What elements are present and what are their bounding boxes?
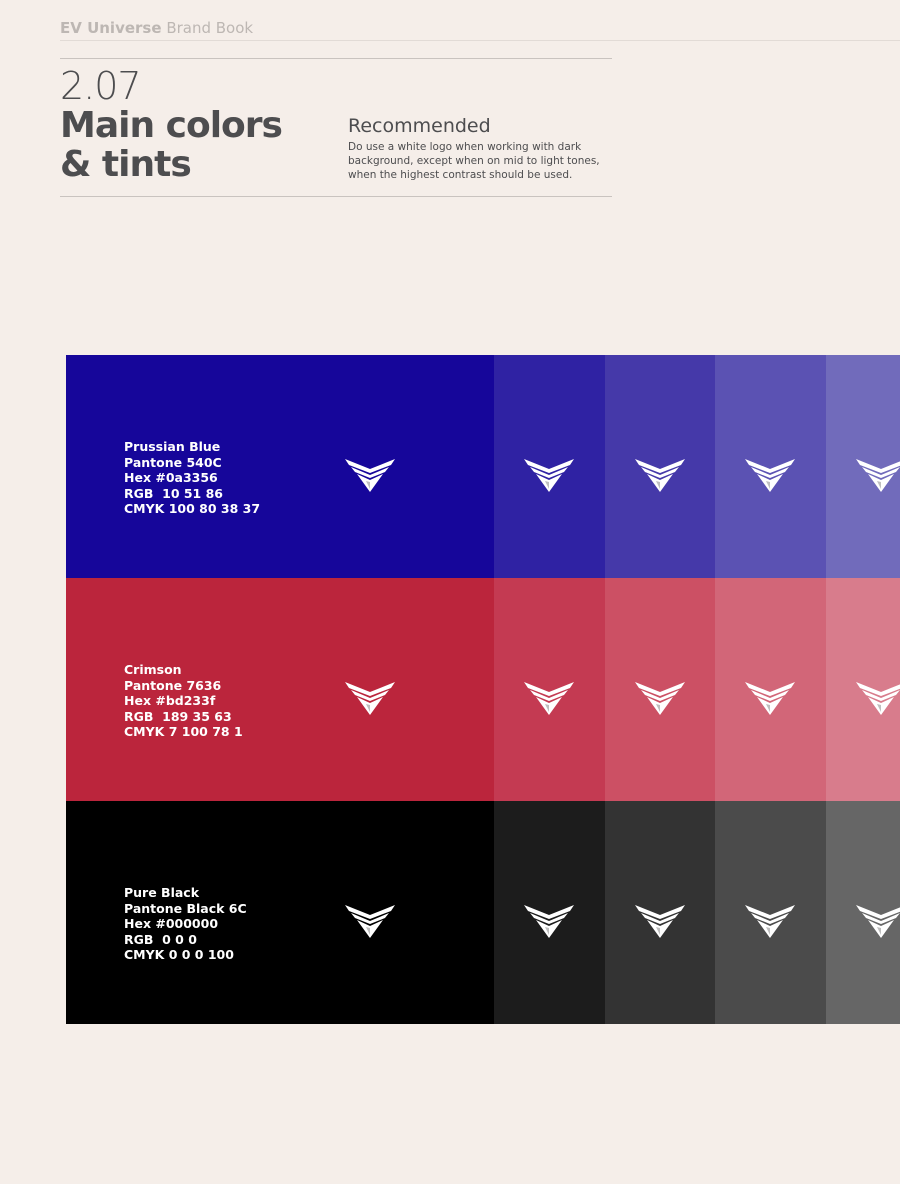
brand-name: EV Universe xyxy=(60,19,162,37)
ev-chevron-logo-icon xyxy=(745,680,795,716)
tint-swatch xyxy=(825,801,900,1024)
tint-swatch xyxy=(715,801,826,1024)
color-row: Pure Black Pantone Black 6C Hex #000000 RGB… xyxy=(66,801,900,1024)
color-name: Prussian Blue xyxy=(124,439,221,454)
color-rgb: RGB 10 51 86 xyxy=(124,485,224,501)
ev-chevron-logo-icon xyxy=(345,903,395,939)
color-pantone: Pantone 7636 xyxy=(124,677,222,693)
color-hex: Hex #bd233f xyxy=(124,693,216,709)
color-name: Pure Black xyxy=(124,885,200,900)
brand-header: EV Universe Brand Book xyxy=(60,19,253,37)
ev-chevron-logo-icon xyxy=(634,680,685,716)
tint-swatch xyxy=(604,355,715,578)
color-hex: Hex #0a3356 xyxy=(124,470,218,486)
color-pantone: Pantone Black 6C xyxy=(124,900,247,916)
color-row: Crimson Pantone 7636 Hex #bd233f RGB 189 35… xyxy=(66,578,900,801)
tint-swatch xyxy=(715,355,826,578)
color-cmyk: CMYK 0 0 0 100 xyxy=(124,947,234,963)
color-cmyk: CMYK 100 80 38 37 xyxy=(124,501,261,517)
ev-chevron-logo-icon xyxy=(855,903,900,939)
ev-chevron-logo-icon xyxy=(524,903,574,939)
tint-swatch xyxy=(604,801,715,1024)
tint-swatch xyxy=(825,355,900,578)
recommendation-heading: Recommended xyxy=(348,115,491,137)
main-swatch: Crimson Pantone 7636 Hex #bd233f RGB 189 35… xyxy=(66,578,494,801)
color-grid: Prussian Blue Pantone 540C Hex #0a3356 RGB … xyxy=(66,355,900,1024)
color-cmyk: CMYK 7 100 78 1 xyxy=(124,724,243,740)
tint-swatch xyxy=(715,578,826,801)
ev-chevron-logo-icon xyxy=(855,680,900,716)
color-pantone: Pantone 540C xyxy=(124,454,222,470)
header-divider xyxy=(60,40,900,41)
tint-swatch xyxy=(494,355,605,578)
ev-chevron-logo-icon xyxy=(855,457,900,493)
title-line-1: Main colors xyxy=(60,105,283,146)
ev-chevron-logo-icon xyxy=(345,680,395,716)
color-rgb: RGB 189 35 63 xyxy=(124,708,232,724)
ev-chevron-logo-icon xyxy=(745,903,795,939)
color-specs: Pure Black Pantone Black 6C Hex #000000 RGB… xyxy=(124,885,247,963)
ev-chevron-logo-icon xyxy=(524,457,574,493)
ev-chevron-logo-icon xyxy=(634,457,685,493)
color-specs: Prussian Blue Pantone 540C Hex #0a3356 RGB … xyxy=(124,439,260,517)
ev-chevron-logo-icon xyxy=(524,680,574,716)
tint-swatch xyxy=(494,801,605,1024)
brand-subtitle: Brand Book xyxy=(166,19,254,37)
section-bottom-rule xyxy=(60,196,612,197)
tint-swatch xyxy=(604,578,715,801)
tint-swatch xyxy=(825,578,900,801)
recommendation-text: Do use a white logo when working with da… xyxy=(348,141,600,181)
ev-chevron-logo-icon xyxy=(745,457,795,493)
color-row: Prussian Blue Pantone 540C Hex #0a3356 RGB … xyxy=(66,355,900,578)
color-specs: Crimson Pantone 7636 Hex #bd233f RGB 189 35… xyxy=(124,662,243,740)
color-hex: Hex #000000 xyxy=(124,916,219,932)
ev-chevron-logo-icon xyxy=(634,903,685,939)
section-number: 2.07 xyxy=(60,64,142,108)
ev-chevron-logo-icon xyxy=(345,457,395,493)
tint-swatch xyxy=(494,578,605,801)
title-line-2: & tints xyxy=(60,144,192,185)
section-title: Main colors & tints xyxy=(60,105,283,185)
color-name: Crimson xyxy=(124,662,182,677)
color-rgb: RGB 0 0 0 xyxy=(124,931,197,947)
main-swatch: Prussian Blue Pantone 540C Hex #0a3356 RGB … xyxy=(66,355,494,578)
section-top-rule xyxy=(60,58,612,59)
main-swatch: Pure Black Pantone Black 6C Hex #000000 RGB… xyxy=(66,801,494,1024)
